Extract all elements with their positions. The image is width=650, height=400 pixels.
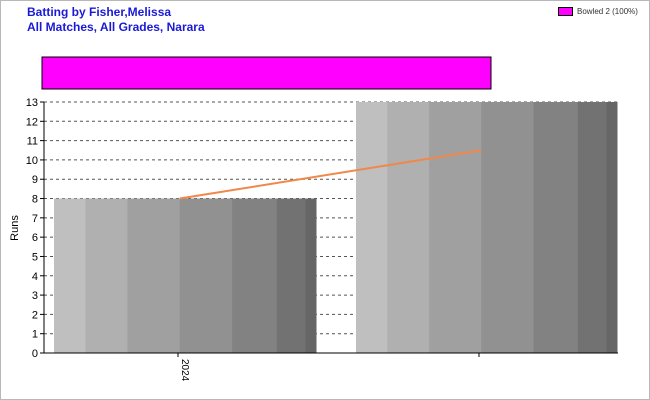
- legend-label: Bowled 2 (100%): [577, 6, 638, 16]
- y-tick-label: 0: [32, 348, 38, 360]
- bar: [54, 198, 317, 353]
- chart-title: Batting by Fisher,Melissa: [27, 5, 172, 19]
- chart-subtitle: All Matches, All Grades, Narara: [27, 20, 205, 34]
- y-axis-label: Runs: [9, 215, 21, 241]
- legend-swatch: [558, 6, 573, 16]
- y-tick-label: 8: [32, 194, 38, 206]
- y-tick-label: 6: [32, 232, 38, 244]
- dismissal-bar: [41, 56, 492, 90]
- y-tick-label: 2: [32, 309, 38, 321]
- y-tick-label: 5: [32, 251, 38, 263]
- y-tick-label: 9: [32, 174, 38, 186]
- y-tick-label: 4: [32, 271, 38, 283]
- y-tick-label: 12: [26, 116, 38, 128]
- y-tick-label: 10: [26, 155, 38, 167]
- y-tick-label: 11: [27, 136, 38, 148]
- y-tick-label: 7: [32, 213, 38, 225]
- bar: [356, 102, 618, 353]
- y-tick-label: 13: [26, 97, 38, 109]
- y-tick-label: 3: [32, 290, 38, 302]
- trend-line: [179, 149, 482, 200]
- legend: Bowled 2 (100%): [558, 5, 638, 17]
- y-tick-label: 1: [32, 329, 38, 341]
- x-tick-label: 2024: [179, 359, 190, 382]
